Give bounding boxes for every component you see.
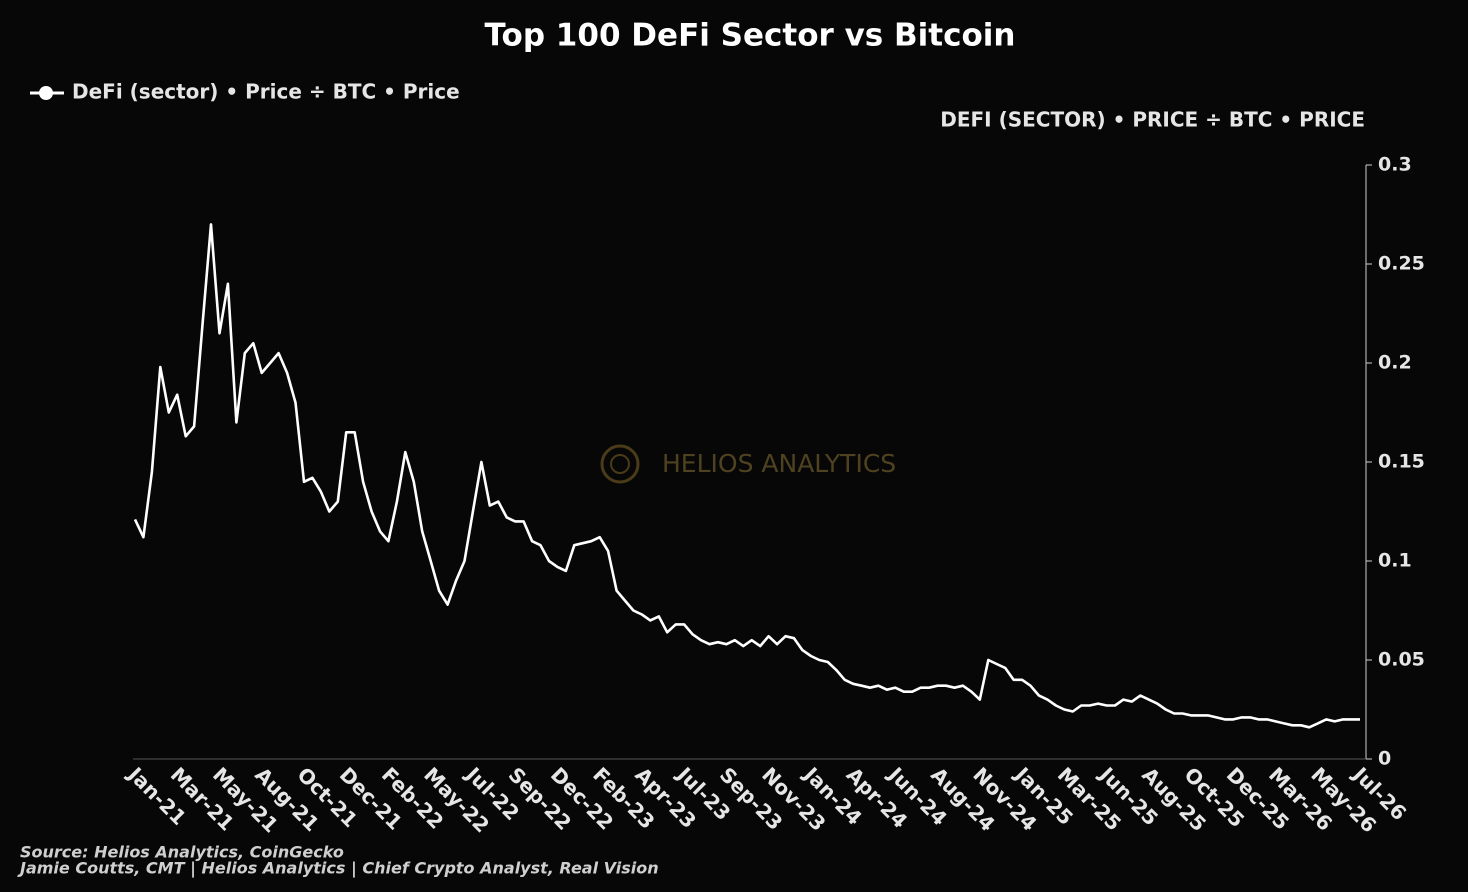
y-tick-label: 0.2 [1378,352,1412,374]
y-tick-label: 0.3 [1378,154,1412,176]
credit: Jamie Coutts, CMT | Helios Analytics | C… [17,859,659,879]
data-line [133,223,1360,729]
watermark-logo [600,444,640,484]
watermark-logo [610,454,630,474]
y-tick-label: 0 [1378,748,1391,770]
y-axis-label: DEFI (SECTOR) • PRICE ÷ BTC • PRICE [940,108,1365,132]
y-tick-label: 0.05 [1378,649,1425,671]
chart-title: Top 100 DeFi Sector vs Bitcoin [485,18,1016,54]
source: Source: Helios Analytics, CoinGecko [20,843,344,862]
y-tick-label: 0.15 [1378,451,1425,473]
watermark: HELIOS ANALYTICS [600,444,896,484]
legend-marker [39,86,53,100]
watermark-text: HELIOS ANALYTICS [662,449,896,478]
legend-label: DeFi (sector) • Price ÷ BTC • Price [72,80,460,104]
y-tick-label: 0.25 [1378,253,1425,275]
y-tick-label: 0.1 [1378,550,1412,572]
